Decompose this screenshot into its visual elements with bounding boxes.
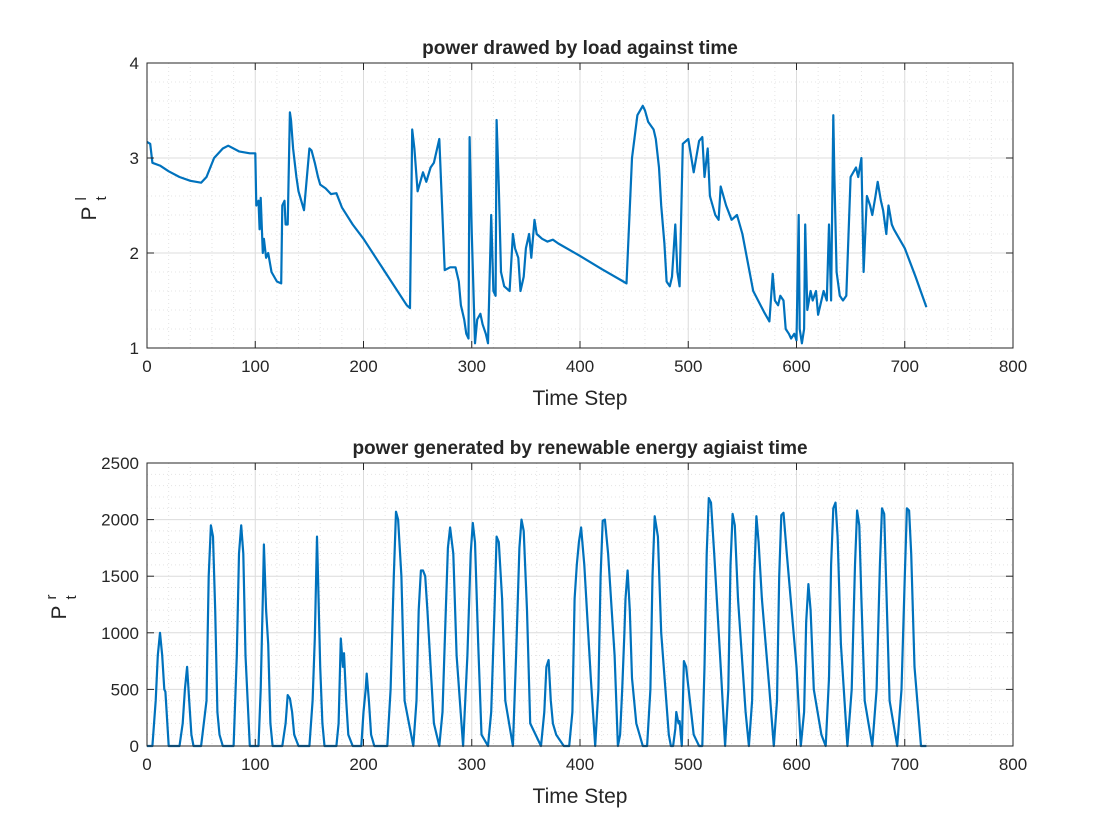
y-tick-label: 2 (130, 244, 139, 263)
y-axis-label: Pl t (73, 196, 110, 221)
x-tick-label: 800 (999, 357, 1027, 376)
y-label-sub: t (63, 595, 80, 600)
y-axis-label: Pr t (43, 595, 80, 620)
x-tick-label: 800 (999, 755, 1027, 774)
y-label-sup: r (43, 595, 60, 600)
x-tick-label: 500 (674, 755, 702, 774)
x-tick-label: 300 (458, 755, 486, 774)
chart-title: power drawed by load against time (422, 38, 738, 59)
y-label-sub: t (93, 196, 110, 201)
y-tick-label: 3 (130, 149, 139, 168)
x-tick-label: 700 (891, 357, 919, 376)
x-axis-label: Time Step (533, 387, 628, 410)
x-tick-label: 600 (782, 357, 810, 376)
x-tick-label: 200 (349, 755, 377, 774)
x-tick-label: 100 (241, 357, 269, 376)
y-tick-label: 2500 (101, 454, 139, 473)
y-tick-label: 500 (111, 680, 139, 699)
y-label-base: P (48, 605, 71, 619)
y-tick-label: 1500 (101, 567, 139, 586)
axes-2: 0 100 200 300 400 500 600 700 800 0 500 1000 1500 200… (43, 438, 1027, 808)
x-tick-label: 600 (782, 755, 810, 774)
x-tick-label: 400 (566, 357, 594, 376)
axes-1: 0 100 200 300 400 500 600 700 800 1 2 3 4 power drawe… (73, 38, 1027, 410)
y-tick-label: 1 (130, 339, 139, 358)
x-tick-label: 100 (241, 755, 269, 774)
x-tick-label: 300 (458, 357, 486, 376)
y-label-base: P (78, 206, 101, 220)
x-axis-label: Time Step (533, 785, 628, 808)
series-line-load (146, 104, 928, 345)
y-label-sup: l (73, 197, 90, 200)
y-tick-label: 1000 (101, 624, 139, 643)
x-tick-label: 400 (566, 755, 594, 774)
x-tick-label: 0 (142, 755, 151, 774)
x-tick-label: 200 (349, 357, 377, 376)
chart-title: power generated by renewable energy agia… (352, 438, 807, 459)
y-tick-label: 4 (130, 54, 139, 73)
x-tick-label: 0 (142, 357, 151, 376)
x-tick-label: 700 (891, 755, 919, 774)
y-tick-label: 2000 (101, 511, 139, 530)
x-tick-label: 500 (674, 357, 702, 376)
y-tick-label: 0 (130, 737, 139, 756)
